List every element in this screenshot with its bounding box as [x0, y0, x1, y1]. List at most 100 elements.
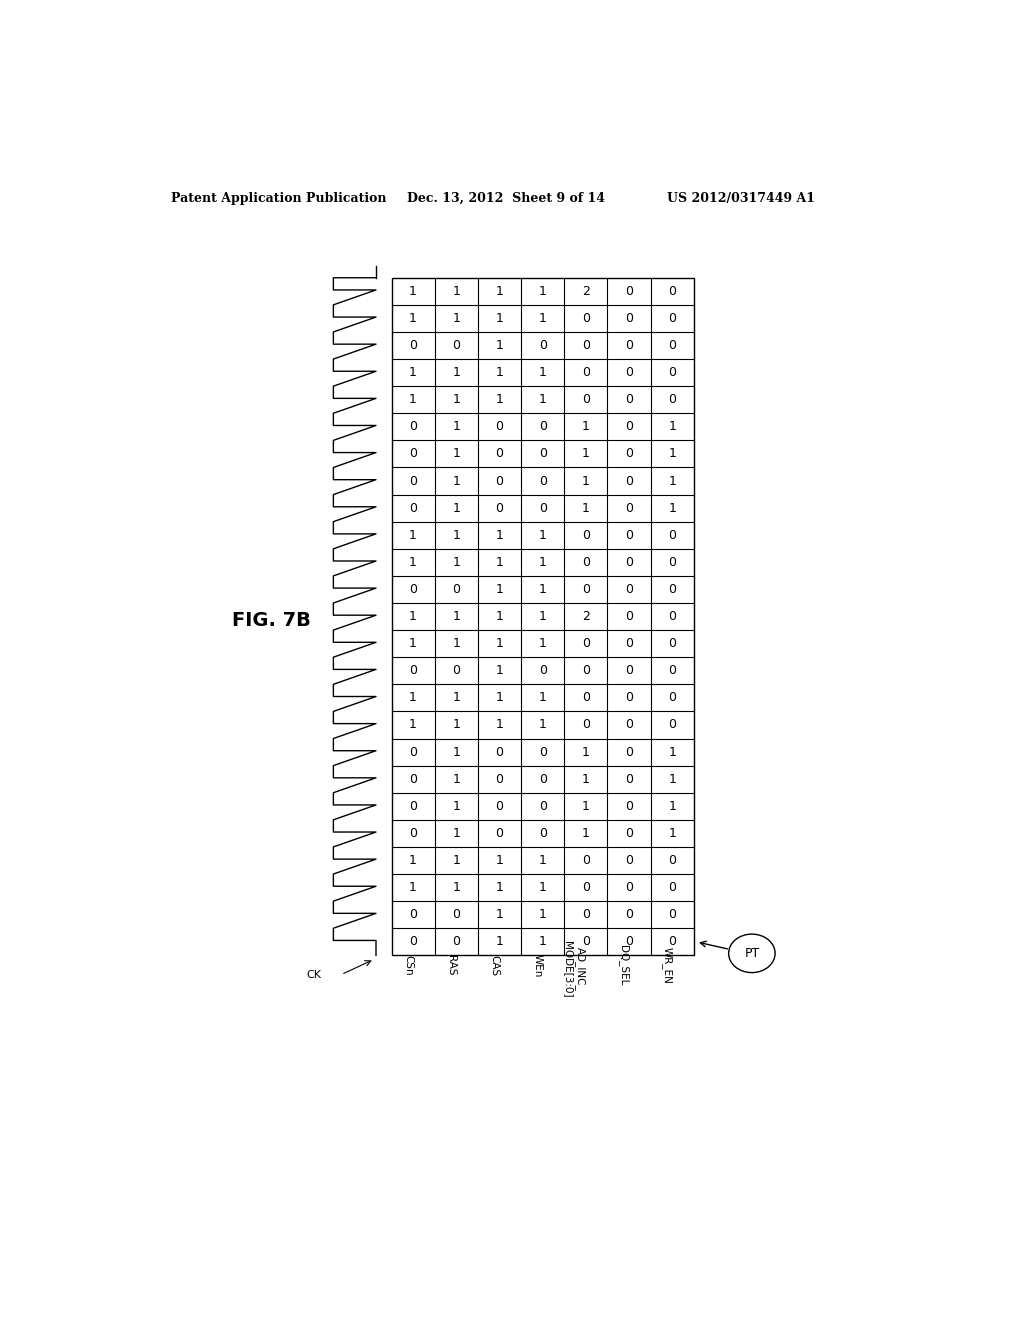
Text: 1: 1 — [496, 880, 504, 894]
Text: 1: 1 — [496, 285, 504, 298]
Text: 0: 0 — [582, 908, 590, 921]
Text: 0: 0 — [582, 854, 590, 867]
Text: 0: 0 — [625, 366, 633, 379]
Text: 0: 0 — [625, 556, 633, 569]
Text: 0: 0 — [496, 474, 504, 487]
Text: 0: 0 — [410, 474, 417, 487]
Text: 0: 0 — [539, 826, 547, 840]
Text: 0: 0 — [582, 312, 590, 325]
Text: DQ_SEL: DQ_SEL — [618, 945, 629, 986]
Text: 1: 1 — [496, 664, 504, 677]
Text: 0: 0 — [410, 502, 417, 515]
Text: 1: 1 — [582, 447, 590, 461]
Text: 0: 0 — [625, 854, 633, 867]
Text: AD_INC_
MODE[3:0]: AD_INC_ MODE[3:0] — [563, 941, 586, 998]
Text: Dec. 13, 2012  Sheet 9 of 14: Dec. 13, 2012 Sheet 9 of 14 — [407, 191, 605, 205]
Text: 1: 1 — [453, 854, 460, 867]
Text: 1: 1 — [539, 936, 547, 948]
Text: 0: 0 — [625, 285, 633, 298]
Text: 1: 1 — [453, 826, 460, 840]
Text: 1: 1 — [410, 529, 417, 541]
Text: 1: 1 — [410, 366, 417, 379]
Text: 0: 0 — [453, 583, 460, 595]
Text: 2: 2 — [582, 285, 590, 298]
Text: 0: 0 — [625, 502, 633, 515]
Text: 1: 1 — [453, 474, 460, 487]
Text: CSn: CSn — [403, 956, 413, 975]
Text: 0: 0 — [669, 610, 676, 623]
Text: 1: 1 — [496, 692, 504, 705]
Text: 1: 1 — [453, 800, 460, 813]
Ellipse shape — [729, 935, 775, 973]
Text: 1: 1 — [669, 420, 676, 433]
Text: 0: 0 — [582, 936, 590, 948]
Text: 0: 0 — [582, 692, 590, 705]
Text: 1: 1 — [453, 746, 460, 759]
Text: FIG. 7B: FIG. 7B — [232, 611, 311, 630]
Text: 1: 1 — [453, 502, 460, 515]
Text: 1: 1 — [453, 718, 460, 731]
Text: 0: 0 — [669, 718, 676, 731]
Text: 1: 1 — [582, 502, 590, 515]
Text: 1: 1 — [410, 285, 417, 298]
Text: 0: 0 — [410, 746, 417, 759]
Text: 0: 0 — [410, 936, 417, 948]
Text: Patent Application Publication: Patent Application Publication — [171, 191, 386, 205]
Text: 1: 1 — [496, 366, 504, 379]
Text: 1: 1 — [669, 826, 676, 840]
Text: 0: 0 — [496, 447, 504, 461]
Text: 0: 0 — [669, 312, 676, 325]
Text: 1: 1 — [410, 638, 417, 651]
Text: 1: 1 — [582, 746, 590, 759]
Text: 0: 0 — [539, 447, 547, 461]
Text: 1: 1 — [582, 474, 590, 487]
Text: 1: 1 — [453, 393, 460, 407]
Text: 1: 1 — [539, 638, 547, 651]
Text: 0: 0 — [669, 854, 676, 867]
Text: 0: 0 — [453, 664, 460, 677]
Text: CAS: CAS — [489, 954, 500, 975]
Text: 1: 1 — [496, 854, 504, 867]
Text: US 2012/0317449 A1: US 2012/0317449 A1 — [667, 191, 815, 205]
Text: 0: 0 — [669, 366, 676, 379]
Text: 1: 1 — [453, 285, 460, 298]
Text: 1: 1 — [539, 692, 547, 705]
Text: 1: 1 — [410, 854, 417, 867]
Text: 1: 1 — [453, 692, 460, 705]
Text: 1: 1 — [539, 718, 547, 731]
Text: 1: 1 — [496, 312, 504, 325]
Text: 0: 0 — [625, 908, 633, 921]
Text: 1: 1 — [410, 610, 417, 623]
Text: 0: 0 — [669, 638, 676, 651]
Text: 1: 1 — [496, 339, 504, 352]
Text: 1: 1 — [496, 583, 504, 595]
Text: 0: 0 — [625, 800, 633, 813]
Text: 0: 0 — [410, 583, 417, 595]
Text: 0: 0 — [453, 908, 460, 921]
Text: 0: 0 — [625, 393, 633, 407]
Text: 1: 1 — [582, 800, 590, 813]
Text: 0: 0 — [539, 664, 547, 677]
Text: 1: 1 — [453, 529, 460, 541]
Text: WR_EN: WR_EN — [662, 946, 672, 983]
Text: 0: 0 — [625, 610, 633, 623]
Text: 0: 0 — [496, 826, 504, 840]
Text: 1: 1 — [539, 285, 547, 298]
Text: 1: 1 — [496, 718, 504, 731]
Text: 1: 1 — [669, 474, 676, 487]
Text: 0: 0 — [539, 339, 547, 352]
Text: 0: 0 — [625, 826, 633, 840]
Text: 1: 1 — [496, 393, 504, 407]
Text: 1: 1 — [669, 772, 676, 785]
Text: 0: 0 — [625, 583, 633, 595]
Text: 0: 0 — [582, 583, 590, 595]
Text: 0: 0 — [539, 800, 547, 813]
Text: 0: 0 — [539, 772, 547, 785]
Text: 1: 1 — [539, 393, 547, 407]
Text: 1: 1 — [539, 583, 547, 595]
Text: 0: 0 — [625, 936, 633, 948]
Text: PT: PT — [744, 946, 760, 960]
Text: 1: 1 — [453, 447, 460, 461]
Text: 1: 1 — [496, 610, 504, 623]
Text: 0: 0 — [625, 664, 633, 677]
